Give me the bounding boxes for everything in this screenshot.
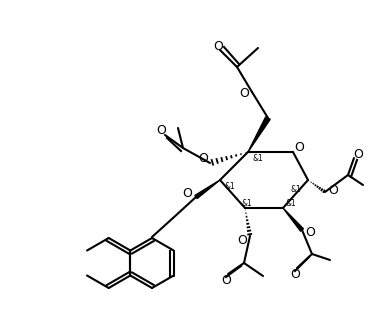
Text: O: O: [221, 274, 231, 287]
Text: O: O: [328, 183, 338, 196]
Polygon shape: [195, 180, 220, 198]
Text: O: O: [353, 148, 363, 161]
Polygon shape: [283, 208, 303, 231]
Text: O: O: [305, 225, 315, 238]
Polygon shape: [248, 117, 270, 152]
Text: &1: &1: [252, 154, 263, 163]
Text: O: O: [156, 124, 166, 137]
Text: O: O: [239, 87, 249, 100]
Text: O: O: [198, 152, 208, 165]
Text: O: O: [290, 268, 300, 281]
Text: &1: &1: [291, 184, 301, 193]
Text: O: O: [182, 186, 192, 199]
Text: O: O: [213, 39, 223, 52]
Text: &1: &1: [286, 198, 296, 207]
Text: &1: &1: [224, 181, 235, 190]
Text: O: O: [237, 233, 247, 246]
Text: O: O: [294, 141, 304, 154]
Text: &1: &1: [242, 198, 252, 207]
